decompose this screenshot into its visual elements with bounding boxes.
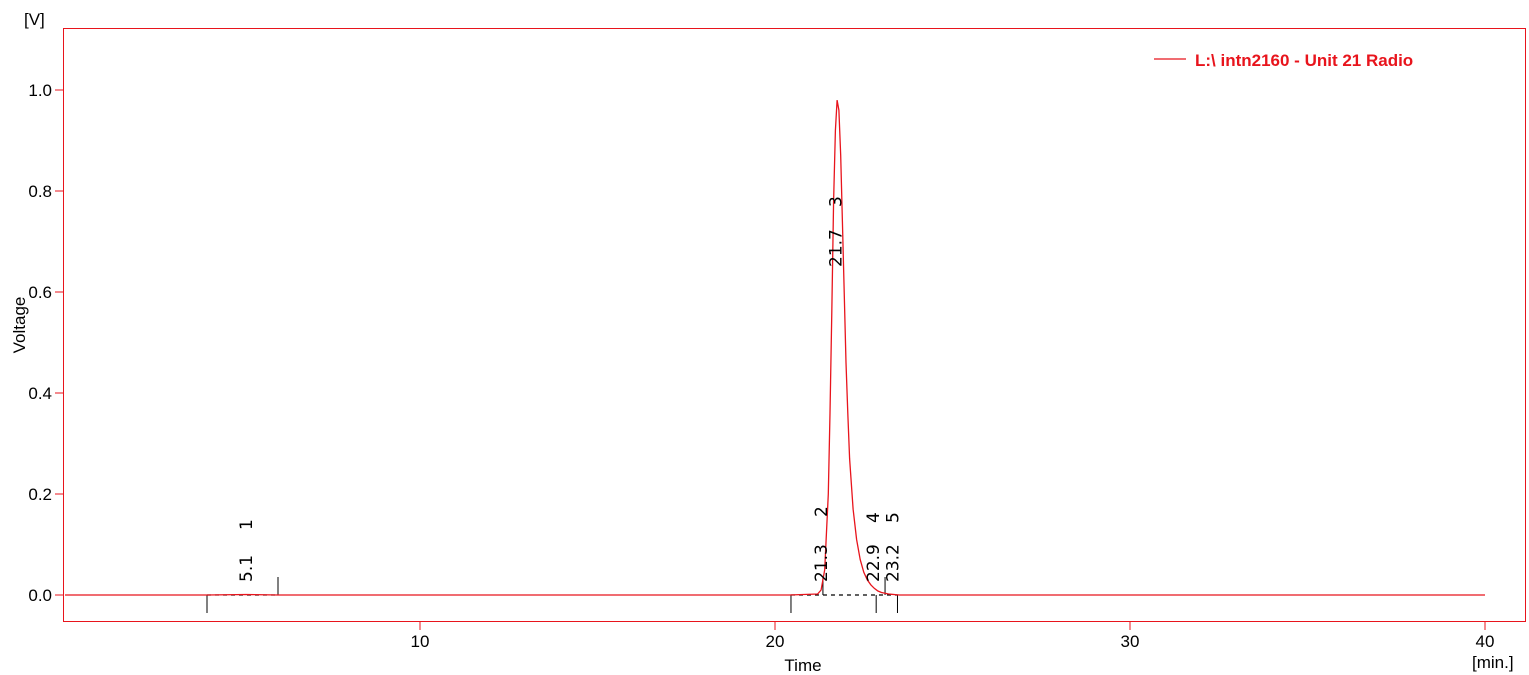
- x-tick-label: 10: [411, 632, 430, 651]
- peak-id-label: 2: [812, 506, 832, 517]
- peak-labels: 5.1 1 21.3 2 21.7 3 22.9 4 23.2 5: [237, 196, 904, 582]
- x-axis-label: Time: [784, 656, 821, 675]
- peak-rt-label: 23.2: [884, 544, 904, 582]
- plot-frame: [63, 28, 1526, 622]
- y-axis-label: Voltage: [10, 297, 29, 354]
- y-tick-label: 0.4: [28, 384, 52, 403]
- y-tick-label: 1.0: [28, 81, 52, 100]
- y-tick-label: 0.8: [28, 182, 52, 201]
- series-line: [65, 99, 1485, 596]
- peak-id-label: 1: [237, 519, 257, 530]
- y-tick-label: 0.0: [28, 586, 52, 605]
- peak-id-label: 4: [864, 512, 884, 523]
- y-unit-label: [V]: [24, 10, 45, 29]
- legend-label: L:\ intn2160 - Unit 21 Radio: [1195, 51, 1413, 70]
- x-tick-label: 20: [766, 632, 785, 651]
- y-tick-label: 0.6: [28, 283, 52, 302]
- x-tick-label: 40: [1476, 632, 1495, 651]
- x-unit-label: [min.]: [1472, 653, 1514, 672]
- peak-rt-label: 22.9: [864, 544, 884, 582]
- peak-rt-label: 21.3: [812, 544, 832, 582]
- peak-rt-label: 5.1: [237, 555, 257, 582]
- axis-ticks: 10 20 30 40 0.0 0.2 0.4 0.6 0.8 1.0: [28, 81, 1494, 651]
- legend: L:\ intn2160 - Unit 21 Radio: [1154, 51, 1413, 70]
- peak-id-label: 5: [884, 512, 904, 523]
- peak-rt-label: 21.7: [826, 229, 846, 267]
- peak-id-label: 3: [826, 196, 846, 207]
- baseline-markers: [206, 577, 898, 613]
- y-tick-label: 0.2: [28, 485, 52, 504]
- x-tick-label: 30: [1121, 632, 1140, 651]
